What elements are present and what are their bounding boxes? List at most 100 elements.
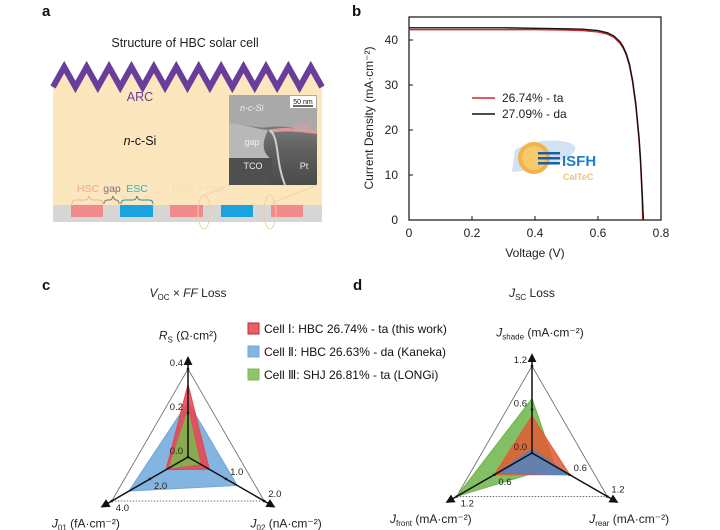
- panel-label-d: d: [353, 277, 362, 294]
- x-tick-label: 0.8: [653, 226, 670, 240]
- x-axis-title: Voltage (V): [505, 246, 564, 260]
- radar-tick-label: 0.0: [514, 442, 527, 453]
- axis-label-sub: shade: [502, 333, 524, 342]
- jv-legend: 26.74% - ta 27.09% - da: [472, 91, 567, 121]
- hsc-segment: [71, 205, 103, 217]
- arc-label: ARC: [127, 90, 153, 104]
- logo-text: ISFH: [562, 153, 596, 170]
- axis-label-unit: (nA·cm⁻²): [265, 517, 321, 530]
- axis-label-sub: front: [396, 519, 413, 528]
- legend-swatch: [247, 368, 260, 381]
- y-axis-title: Current Density (mA·cm⁻²): [362, 46, 376, 189]
- radar-axis-label: Jfront (mA·cm⁻²): [389, 512, 472, 528]
- radar-tick: [493, 473, 496, 477]
- axis-label-main: J: [495, 326, 503, 340]
- radar-tick-label: 0.6: [574, 463, 587, 474]
- radar-tick-label: 4.0: [116, 503, 129, 514]
- hsc-label: HSC: [77, 183, 100, 195]
- panel-label-a: a: [42, 3, 51, 20]
- bulk-label-rest: -c-Si: [131, 134, 157, 148]
- radar-tick-label: 0.6: [498, 477, 511, 488]
- legend-label-da: 27.09% - da: [502, 107, 567, 121]
- axis-label-unit: (Ω·cm²): [173, 329, 217, 343]
- bulk-label-n: n: [124, 134, 131, 148]
- radar-c-title: VOC × FF Loss: [149, 286, 226, 302]
- scale-bar-label: 50 nm: [293, 99, 313, 106]
- radar-tick-label: 2.0: [268, 489, 281, 500]
- axis-label-sub: 02: [257, 524, 266, 530]
- inset-ncsi-label: n-c-Si: [240, 103, 265, 113]
- legend-swatch: [247, 345, 260, 358]
- legend-label: Cell Ⅱ: HBC 26.63% - da (Kaneka): [264, 345, 446, 359]
- esc-segment: [221, 205, 253, 217]
- radar-tick-label: 0.2: [170, 402, 183, 413]
- radar-axis-label: Jrear (mA·cm⁻²): [588, 512, 669, 528]
- inset-connector-right: [271, 184, 318, 204]
- axis-label-main: J: [250, 517, 258, 530]
- esc-label: ESC: [126, 183, 148, 195]
- jv-curve-1: [409, 27, 645, 221]
- highlight-oval: [197, 194, 211, 230]
- hbc-structure-diagram: Structure of HBC solar cell ARC n-c-Si 5…: [50, 36, 325, 230]
- jv-curve-0: [409, 29, 644, 221]
- hsc-segment: [271, 205, 303, 217]
- radar-tick: [262, 499, 266, 503]
- hsc-brace: [71, 195, 104, 205]
- radar-tick: [606, 495, 609, 498]
- axis-label-unit: (mA·cm⁻²): [524, 326, 584, 340]
- esc-segment: [120, 205, 153, 217]
- axis-label-sub: 01: [58, 524, 67, 530]
- jv-chart: 0 0.2 0.4 0.6 0.8 0 10 20 30 40 ISFH CalTeC 26.74…: [362, 16, 670, 260]
- panel-label-c: c: [42, 277, 50, 294]
- inset-pt-label: Pt: [300, 161, 309, 171]
- y-tick-label: 20: [385, 123, 399, 137]
- esc-brace: [120, 195, 154, 205]
- radar-tick: [455, 495, 458, 498]
- radar-area-Cell-Ⅱ: [495, 448, 572, 476]
- radar-axis: [187, 456, 276, 508]
- radar-axis: [445, 452, 533, 503]
- inset-tco-label: TCO: [244, 161, 263, 171]
- axis-label-main: J: [588, 512, 596, 526]
- outer-edge: [456, 365, 533, 497]
- outer-edge: [187, 368, 265, 502]
- radar-tick-label: 1.2: [514, 355, 527, 366]
- inset-gap-label: gap: [244, 137, 259, 147]
- legend-label: Cell Ⅰ: HBC 26.74% - ta (this work): [264, 322, 447, 336]
- radar-axis-label: RS (Ω·cm²): [159, 329, 217, 345]
- radar-area-Cell-Ⅲ: [168, 408, 201, 469]
- logo-subtext: CalTeC: [563, 172, 594, 182]
- isfh-logo: ISFH CalTeC: [512, 140, 596, 182]
- radar-axis: [531, 452, 619, 503]
- axis-label-main: J: [389, 512, 397, 526]
- axis-label-sub: S: [168, 336, 173, 345]
- radar-d-title: JSC Loss: [508, 286, 555, 302]
- arc-layer: [50, 60, 325, 94]
- radar-tick-label: 1.2: [461, 499, 474, 510]
- jsc-loss-radar: 0.0 0.6 1.2 Jshade (mA·cm⁻²) 0.6 1.2 Jfront (m…: [389, 326, 669, 528]
- radar-axis-label: Jshade (mA·cm⁻²): [495, 326, 583, 342]
- radar-tick: [224, 477, 228, 481]
- radar-tick-label: 0.6: [514, 399, 527, 410]
- legend-label-ta: 26.74% - ta: [502, 91, 564, 105]
- radar-tick: [530, 408, 534, 411]
- axis-label-main: R: [159, 329, 168, 343]
- radar-tick: [110, 499, 114, 503]
- panel-label-b: b: [352, 3, 361, 20]
- radar-tick-label: 0.0: [170, 446, 183, 457]
- hsc-gap-label: HSC + gap: [172, 183, 224, 195]
- radar-tick-label: 2.0: [154, 481, 167, 492]
- radar-tick-label: 1.2: [611, 485, 624, 496]
- axis-label-main: J: [51, 517, 59, 530]
- radar-tick: [530, 364, 534, 368]
- axis-label-unit: (mA·cm⁻²): [609, 512, 669, 526]
- outer-edge: [531, 365, 608, 497]
- x-tick-label: 0.6: [590, 226, 607, 240]
- radar-axis-label: J02 (nA·cm⁻²): [250, 517, 322, 530]
- radar-tick: [186, 367, 190, 371]
- radar-axis: [100, 456, 189, 508]
- legend-label: Cell Ⅲ: SHJ 26.81% - ta (LONGi): [264, 368, 438, 382]
- sem-inset: 50 nm n-c-Si HSC gap TCO Pt: [229, 95, 317, 186]
- cell-legend: Cell Ⅰ: HBC 26.74% - ta (this work) Cell …: [247, 322, 447, 382]
